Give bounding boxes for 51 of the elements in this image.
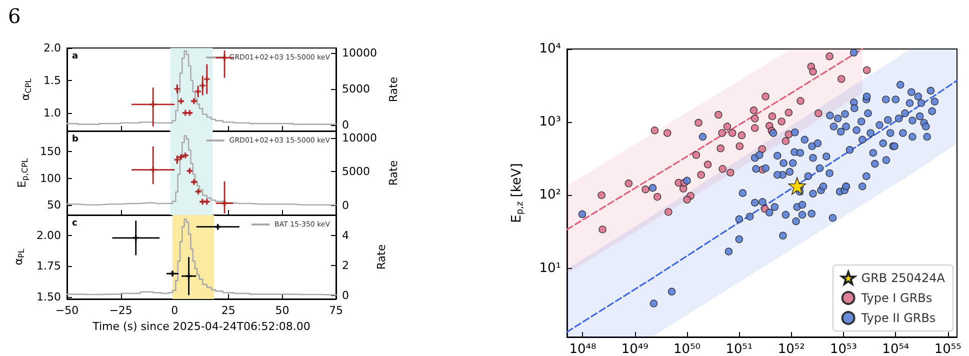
x-tick-label: 50 <box>275 304 290 317</box>
annotation: c <box>72 218 78 228</box>
x-tick-label: 10⁵⁵ <box>934 342 962 356</box>
y2-tick-label: 5000 <box>342 82 370 96</box>
y2-tick-label: 2 <box>342 259 349 272</box>
y-tick-label: 1.50 <box>36 290 61 304</box>
x-tick-label: −50 <box>55 304 79 317</box>
x-axis-title: Time (s) since 2025-04-24T06:52:08.00 <box>92 320 310 333</box>
x-tick-label: 10⁵² <box>778 342 805 356</box>
x-tick-label: 10⁵¹ <box>726 342 753 356</box>
x-tick-label: 75 <box>329 304 343 317</box>
y-tick-label: 10³ <box>539 114 561 130</box>
y2-axis-title: Rate <box>386 76 400 102</box>
y2-tick-label: 10000 <box>342 46 377 60</box>
y-tick-label: 100 <box>40 172 61 185</box>
y2-tick-label: 0 <box>342 199 349 212</box>
x-tick-label: 25 <box>221 304 236 317</box>
y2-axis-title: Rate <box>386 160 400 186</box>
x-tick-label: 10⁵³ <box>830 342 857 356</box>
x-tick-label: 10⁴⁸ <box>569 342 596 356</box>
y-tick-label: 1.75 <box>36 260 61 273</box>
y2-tick-label: 10000 <box>342 131 377 144</box>
x-tick-label: −25 <box>109 304 132 317</box>
legend-label: Type I GRBs <box>860 291 932 305</box>
x-tick-label: 10⁵⁰ <box>674 342 701 356</box>
y-tick-label: 2.0 <box>44 42 61 54</box>
x-tick-label: 0 <box>171 304 178 317</box>
annotation: a <box>72 52 78 62</box>
legend-label: GRB 250424A <box>861 271 946 285</box>
y2-tick-label: 4 <box>342 229 349 242</box>
y-tick-label: 10² <box>539 188 561 203</box>
y-axis-title: Ep,CPL <box>16 158 30 188</box>
text: 6 <box>8 4 21 28</box>
y-tick-label: 150 <box>40 145 61 158</box>
y-axis-title: αCPL <box>19 78 34 101</box>
y-axis-title: αPL <box>12 248 26 266</box>
y-tick-label: 50 <box>47 198 61 212</box>
annotation: b <box>72 134 79 144</box>
y-axis-title: Ep,z [keV] <box>510 163 526 223</box>
y-tick-label: 1.0 <box>44 106 61 120</box>
x-tick-label: 10⁴⁹ <box>621 342 648 356</box>
y2-tick-label: 0 <box>342 289 349 302</box>
y-tick-label: 1.5 <box>44 74 61 87</box>
legend-label: Type II GRBs <box>860 311 936 325</box>
y-tick-label: 10⁴ <box>539 42 561 56</box>
y-tick-label: 10¹ <box>539 260 561 276</box>
y2-axis-title: Rate <box>375 244 388 270</box>
y-tick-label: 2.00 <box>36 228 61 242</box>
x-tick-label: 10⁵⁴ <box>882 342 910 356</box>
y2-tick-label: 5000 <box>342 165 370 178</box>
y2-tick-label: 0 <box>342 118 349 132</box>
